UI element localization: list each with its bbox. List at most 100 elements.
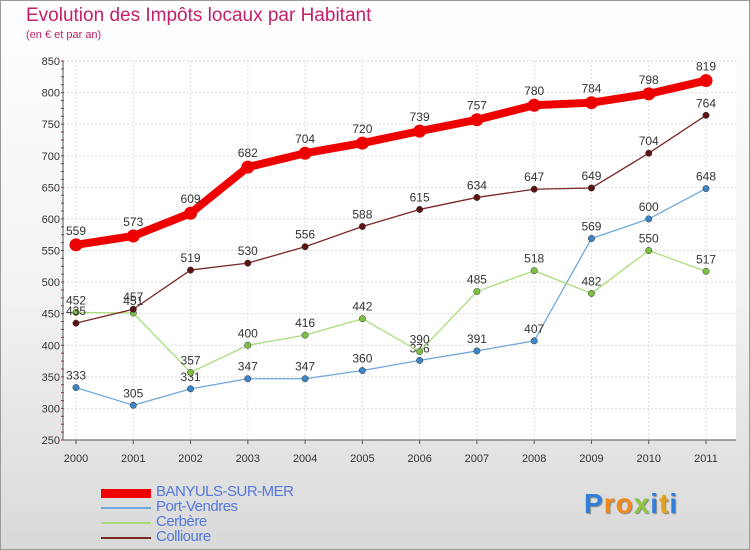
data-label: 457	[123, 290, 143, 304]
data-label: 704	[295, 132, 315, 146]
legend-item: Port-Vendres	[101, 498, 361, 515]
data-label: 360	[352, 352, 372, 366]
data-point	[645, 247, 653, 254]
data-point	[129, 401, 137, 409]
data-point	[244, 259, 252, 267]
data-point	[187, 368, 194, 376]
data-point	[241, 160, 255, 174]
data-label: 647	[524, 170, 544, 184]
data-point	[301, 243, 309, 251]
data-label: 798	[639, 73, 659, 87]
data-label: 305	[123, 386, 143, 400]
data-label: 764	[696, 96, 716, 110]
x-tick-label: 2003	[236, 453, 260, 465]
data-point	[473, 193, 481, 201]
x-tick-label: 2004	[293, 453, 317, 465]
data-label: 519	[181, 251, 201, 265]
data-label: 452	[66, 293, 86, 307]
data-point	[298, 146, 312, 160]
series-line	[75, 187, 707, 406]
data-point	[72, 384, 80, 392]
x-tick-label: 2000	[64, 453, 88, 465]
proxiti-logo: Proxiti	[584, 488, 678, 520]
data-point	[530, 337, 538, 345]
y-tick-label: 400	[42, 340, 60, 352]
data-point	[69, 238, 83, 252]
series-banyuls-sur-mer: 559 573 609 682 704 720 739 757 780 784 798 819	[66, 60, 716, 252]
x-tick-label: 2009	[579, 453, 603, 465]
data-label: 556	[295, 228, 315, 242]
data-point	[645, 215, 653, 223]
data-label: 331	[181, 370, 201, 384]
y-tick-label: 300	[42, 403, 60, 415]
data-label: 704	[639, 134, 659, 148]
data-point	[588, 290, 595, 297]
data-point	[530, 267, 538, 275]
data-label: 600	[639, 200, 659, 214]
data-label: 407	[524, 322, 544, 336]
data-point	[72, 319, 80, 327]
logo-letter: P	[584, 488, 604, 519]
x-tick-label: 2005	[350, 453, 374, 465]
x-tick-label: 2006	[407, 453, 431, 465]
data-point	[187, 266, 194, 274]
data-point	[358, 367, 366, 374]
data-point	[301, 375, 309, 383]
data-point	[470, 113, 484, 127]
y-tick-label: 850	[42, 56, 60, 68]
x-tick-label: 2002	[178, 453, 202, 465]
data-label: 615	[410, 190, 430, 204]
data-point	[642, 87, 656, 101]
legend-swatch	[101, 488, 151, 498]
data-label: 559	[66, 224, 86, 238]
data-label: 357	[181, 353, 201, 367]
data-label: 569	[581, 219, 601, 233]
data-label: 739	[410, 110, 430, 124]
data-point	[244, 375, 252, 383]
data-point	[413, 124, 427, 138]
chart-title: Evolution des Impôts locaux par Habitant	[26, 5, 372, 26]
data-label: 784	[581, 82, 601, 96]
data-label: 649	[581, 169, 601, 183]
y-tick-label: 750	[42, 119, 60, 131]
y-tick-label: 700	[42, 151, 60, 163]
legend-swatch	[101, 522, 151, 524]
data-label: 482	[581, 274, 601, 288]
data-label: 435	[66, 304, 86, 318]
series-line	[75, 114, 707, 324]
x-tick-label: 2011	[694, 453, 718, 465]
legend-swatch	[101, 537, 151, 539]
legend-item: Cerbère	[101, 513, 361, 530]
series-line	[75, 249, 707, 374]
data-point	[527, 98, 541, 112]
logo-letter: r	[603, 488, 616, 519]
data-label: 518	[524, 252, 544, 266]
legend-label: Cerbère	[156, 513, 207, 530]
data-point	[584, 96, 598, 110]
legend-item: Collioure	[101, 528, 361, 545]
data-point	[588, 184, 595, 192]
data-label: 391	[467, 332, 487, 346]
data-label: 720	[352, 122, 372, 136]
logo-letter: i	[669, 488, 679, 519]
data-point	[358, 315, 366, 323]
data-label: 517	[696, 252, 716, 266]
data-label: 451	[123, 294, 143, 308]
data-point	[699, 74, 713, 88]
data-label: 530	[238, 244, 258, 258]
logo-letter: i	[650, 488, 660, 519]
series-cerb-re: 452 451 357 400 416 442 390 485 518 482 550 517	[66, 232, 716, 376]
data-point	[126, 229, 140, 243]
data-label: 609	[181, 192, 201, 206]
data-point	[358, 223, 366, 230]
data-label: 682	[238, 146, 258, 160]
chart-subtitle: (en € et par an)	[26, 29, 102, 41]
series-port-vendres: 333305331347347360376391407569600648	[66, 170, 716, 409]
data-point	[645, 149, 653, 157]
y-tick-label: 800	[42, 88, 60, 100]
data-label: 485	[467, 273, 487, 287]
data-point	[416, 356, 424, 364]
legend-item: BANYULS-SUR-MER	[101, 483, 361, 500]
